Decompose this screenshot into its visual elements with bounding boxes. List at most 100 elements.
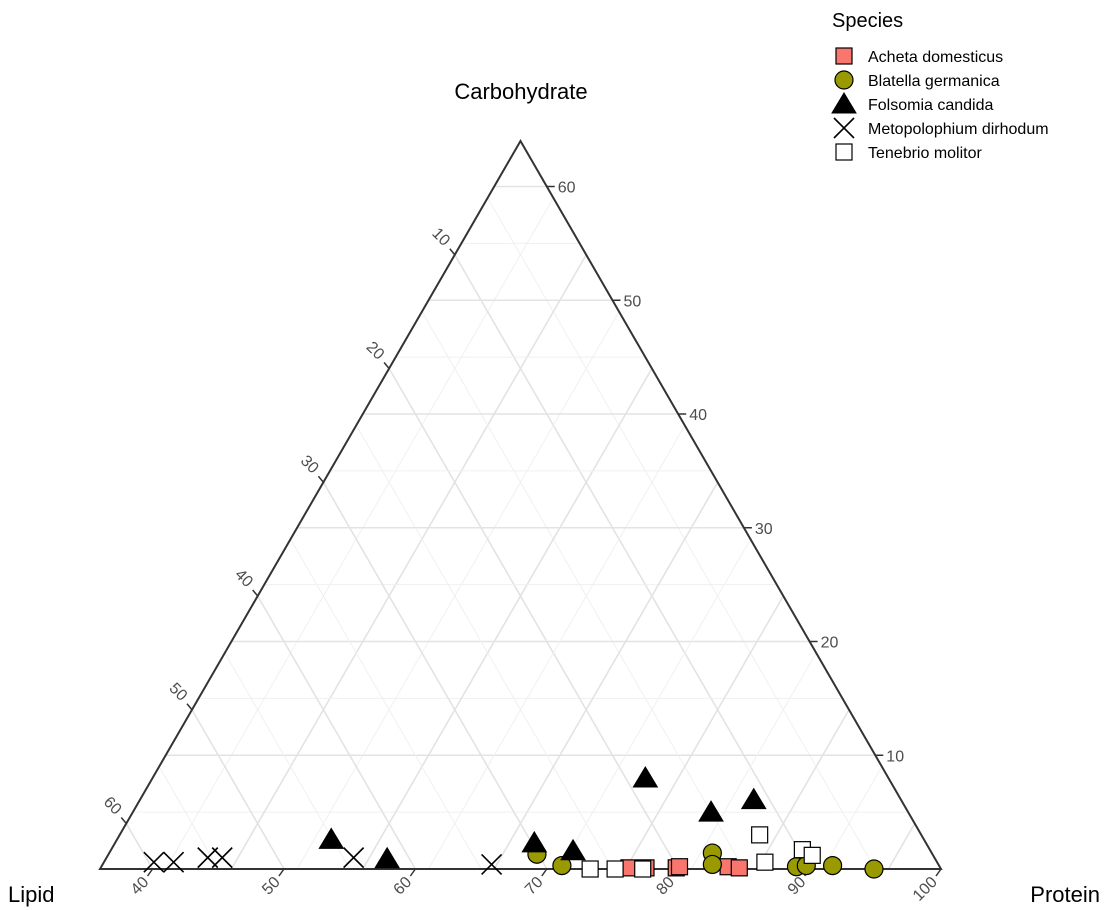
grid-line-protein [362, 368, 653, 870]
legend-item: Blatella germanica [834, 70, 1000, 90]
data-points [143, 766, 884, 879]
data-point [374, 846, 401, 869]
tick-mark-protein [409, 868, 416, 877]
grid-line-protein [559, 538, 751, 870]
series-blatella-germanica [527, 843, 884, 879]
legend-marker [831, 92, 857, 114]
legend-item: Folsomia candida [831, 92, 994, 114]
legend-item: Tenebrio molitor [835, 143, 983, 162]
grid-line-lipid [355, 425, 613, 870]
legend-marker [835, 47, 853, 65]
data-point [670, 858, 689, 876]
tick-label-protein: 50 [259, 874, 284, 899]
data-point [730, 859, 748, 877]
legend-label: Blatella germanica [868, 73, 1000, 90]
tick-labels: 10 20 30 40 50 60 10 20 30 40 50 60 40 50 60 70 80 90 100 [100, 180, 942, 905]
tick-mark-protein [146, 868, 154, 877]
tick-mark-protein [935, 868, 942, 877]
legend: Species Acheta domesticus Blatella german… [831, 10, 1049, 162]
tick-label-carbohydrate: 30 [755, 521, 773, 538]
tick-mark-lipid [186, 703, 193, 711]
tick-label-protein: 100 [910, 874, 941, 905]
data-point [740, 787, 767, 810]
data-point [756, 853, 774, 871]
tick-mark-protein [278, 868, 285, 877]
grid-line-protein [230, 254, 587, 870]
triangle-frame [98, 139, 943, 870]
axis-title-lipid: Lipid [8, 882, 54, 907]
grid-line-protein [165, 197, 554, 870]
tick-label-carbohydrate: 10 [886, 748, 904, 765]
tick-label-protein: 80 [653, 874, 678, 899]
grid-line-protein [428, 425, 686, 870]
legend-item: Acheta domesticus [835, 47, 1003, 66]
data-point [803, 846, 821, 864]
data-point [481, 853, 503, 876]
series-metopolophium-dirhodum [143, 847, 503, 876]
triangle-border [98, 139, 943, 870]
data-point [632, 766, 659, 788]
data-point [606, 860, 624, 878]
grid-line-protein [493, 481, 719, 870]
grid-line-lipid [421, 311, 745, 870]
legend-label: Tenebrio molitor [868, 145, 983, 162]
tick-label-carbohydrate: 60 [558, 180, 576, 197]
data-point [560, 838, 586, 861]
legend-marker [834, 70, 854, 90]
tick-label-lipid: 50 [166, 680, 191, 705]
tick-mark-lipid [252, 589, 259, 597]
grid-line-lipid [158, 766, 219, 870]
axis-title-carbohydrate: Carbohydrate [454, 79, 587, 104]
series-folsomia-candida [318, 766, 767, 869]
tick-label-lipid: 20 [363, 339, 388, 364]
tick-mark-protein [541, 868, 548, 877]
tick-label-protein: 90 [785, 874, 810, 899]
grid-line-protein [887, 823, 916, 870]
data-point [343, 847, 365, 869]
legend-item: Metopolophium dirhodum [833, 117, 1049, 139]
tick-label-carbohydrate: 50 [623, 293, 641, 310]
data-point [822, 855, 843, 876]
data-point [581, 860, 599, 878]
data-point [698, 800, 724, 822]
legend-label: Metopolophium dirhodum [868, 121, 1049, 138]
tick-label-lipid: 40 [231, 566, 256, 591]
grid-lines [125, 185, 916, 870]
grid-line-protein [822, 766, 883, 870]
grid-line-lipid [487, 197, 876, 870]
grid-line-protein [624, 595, 785, 870]
tick-label-carbohydrate: 40 [689, 407, 707, 424]
grid-line-lipid [322, 481, 548, 870]
data-point [163, 851, 185, 873]
data-point [751, 826, 769, 844]
tick-label-lipid: 60 [100, 794, 125, 819]
tick-mark-lipid [120, 817, 127, 824]
tick-mark-lipid [383, 362, 390, 369]
legend-marker [833, 117, 855, 139]
tick-label-carbohydrate: 20 [821, 635, 839, 652]
grid-line-lipid [125, 823, 154, 870]
data-point [552, 855, 572, 876]
tick-mark-lipid [317, 475, 324, 483]
axis-title-protein: Protein [1030, 882, 1100, 907]
grid-line-lipid [454, 254, 811, 870]
tick-label-protein: 40 [128, 874, 153, 899]
data-point [702, 854, 722, 875]
legend-label: Folsomia candida [868, 97, 994, 114]
tick-label-lipid: 30 [297, 452, 322, 477]
data-point [318, 827, 345, 849]
data-point [211, 847, 233, 869]
tick-label-protein: 70 [522, 874, 547, 899]
data-point [864, 859, 884, 879]
tick-mark-lipid [449, 248, 456, 256]
grid-line-lipid [256, 595, 417, 870]
legend-title: Species [832, 10, 903, 32]
data-point [634, 860, 652, 878]
grid-line-protein [756, 709, 850, 870]
series-tenebrio-molitor [581, 826, 821, 878]
data-point [143, 851, 165, 873]
tick-label-lipid: 10 [428, 225, 453, 250]
grid-line-protein [296, 311, 620, 870]
data-point [521, 830, 548, 853]
